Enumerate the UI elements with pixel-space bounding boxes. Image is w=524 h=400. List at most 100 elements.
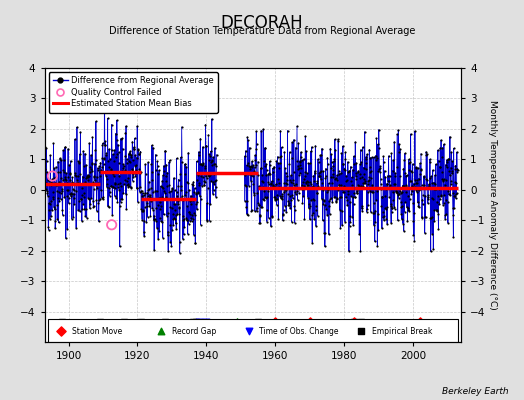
- Point: [99, 196, 107, 202]
- Point: [113, 198, 122, 205]
- Point: [267, 181, 276, 187]
- Point: [160, 188, 168, 194]
- Point: [145, 192, 154, 198]
- Point: [102, 152, 111, 158]
- Point: [101, 142, 109, 148]
- Point: [450, 193, 458, 199]
- Point: [401, 170, 409, 177]
- Point: [185, 209, 193, 215]
- Point: [278, 196, 286, 202]
- Point: [262, 172, 270, 178]
- Point: [66, 177, 74, 183]
- Point: [162, 213, 171, 219]
- Point: [290, 136, 298, 143]
- Point: [133, 184, 141, 191]
- Point: [142, 196, 150, 202]
- Point: [106, 156, 114, 162]
- Point: [259, 178, 268, 185]
- Point: [213, 152, 221, 158]
- Point: [117, 182, 126, 189]
- Point: [95, 163, 104, 170]
- Point: [395, 195, 403, 201]
- Point: [188, 212, 196, 218]
- Point: [314, 156, 322, 162]
- Point: [150, 247, 158, 253]
- Point: [434, 211, 442, 217]
- Point: [452, 190, 460, 197]
- Point: [173, 198, 182, 204]
- Point: [297, 149, 305, 155]
- Point: [49, 140, 58, 147]
- Point: [422, 152, 431, 158]
- Point: [427, 248, 435, 254]
- Point: [337, 170, 345, 176]
- Point: [162, 178, 170, 184]
- Point: [420, 174, 428, 180]
- Point: [311, 185, 319, 191]
- Point: [268, 214, 277, 220]
- Point: [126, 151, 135, 157]
- Point: [384, 185, 392, 191]
- Point: [364, 178, 373, 184]
- Point: [254, 319, 262, 326]
- Point: [101, 142, 110, 148]
- Point: [141, 161, 149, 167]
- Point: [56, 169, 64, 175]
- Point: [46, 201, 54, 207]
- Point: [253, 208, 261, 214]
- Point: [82, 175, 90, 181]
- Point: [53, 194, 62, 201]
- Point: [93, 174, 101, 180]
- Point: [391, 181, 399, 187]
- Point: [412, 186, 420, 193]
- Point: [155, 228, 163, 234]
- Point: [276, 154, 285, 160]
- Point: [400, 208, 409, 215]
- Point: [380, 168, 389, 174]
- Point: [173, 193, 182, 200]
- Point: [308, 240, 316, 246]
- Point: [290, 182, 298, 188]
- Point: [372, 135, 380, 142]
- Point: [159, 211, 168, 218]
- Point: [294, 165, 303, 171]
- Point: [359, 183, 367, 190]
- Point: [163, 170, 171, 176]
- Point: [394, 217, 402, 224]
- Point: [250, 208, 259, 214]
- Point: [149, 144, 157, 151]
- Point: [132, 170, 140, 177]
- Point: [94, 167, 102, 174]
- Point: [297, 165, 305, 171]
- Point: [334, 138, 343, 144]
- Point: [320, 198, 328, 204]
- Point: [195, 319, 204, 326]
- Point: [330, 156, 339, 162]
- Point: [335, 170, 344, 177]
- Point: [359, 170, 368, 177]
- Point: [425, 175, 434, 181]
- Point: [156, 214, 164, 221]
- Point: [322, 189, 331, 196]
- Point: [351, 139, 359, 145]
- Point: [323, 212, 331, 218]
- Point: [450, 145, 458, 152]
- Point: [243, 134, 252, 140]
- Point: [368, 182, 377, 188]
- Point: [450, 204, 458, 211]
- Point: [301, 133, 310, 139]
- Point: [306, 202, 314, 209]
- Point: [183, 217, 192, 223]
- Point: [183, 231, 192, 237]
- Point: [452, 195, 460, 202]
- Point: [74, 160, 83, 166]
- Point: [94, 200, 103, 206]
- Point: [260, 194, 269, 200]
- Point: [185, 211, 194, 218]
- Point: [282, 180, 291, 187]
- Point: [171, 220, 180, 227]
- Point: [167, 188, 175, 194]
- Point: [67, 193, 75, 200]
- Point: [413, 177, 421, 183]
- Point: [95, 173, 104, 179]
